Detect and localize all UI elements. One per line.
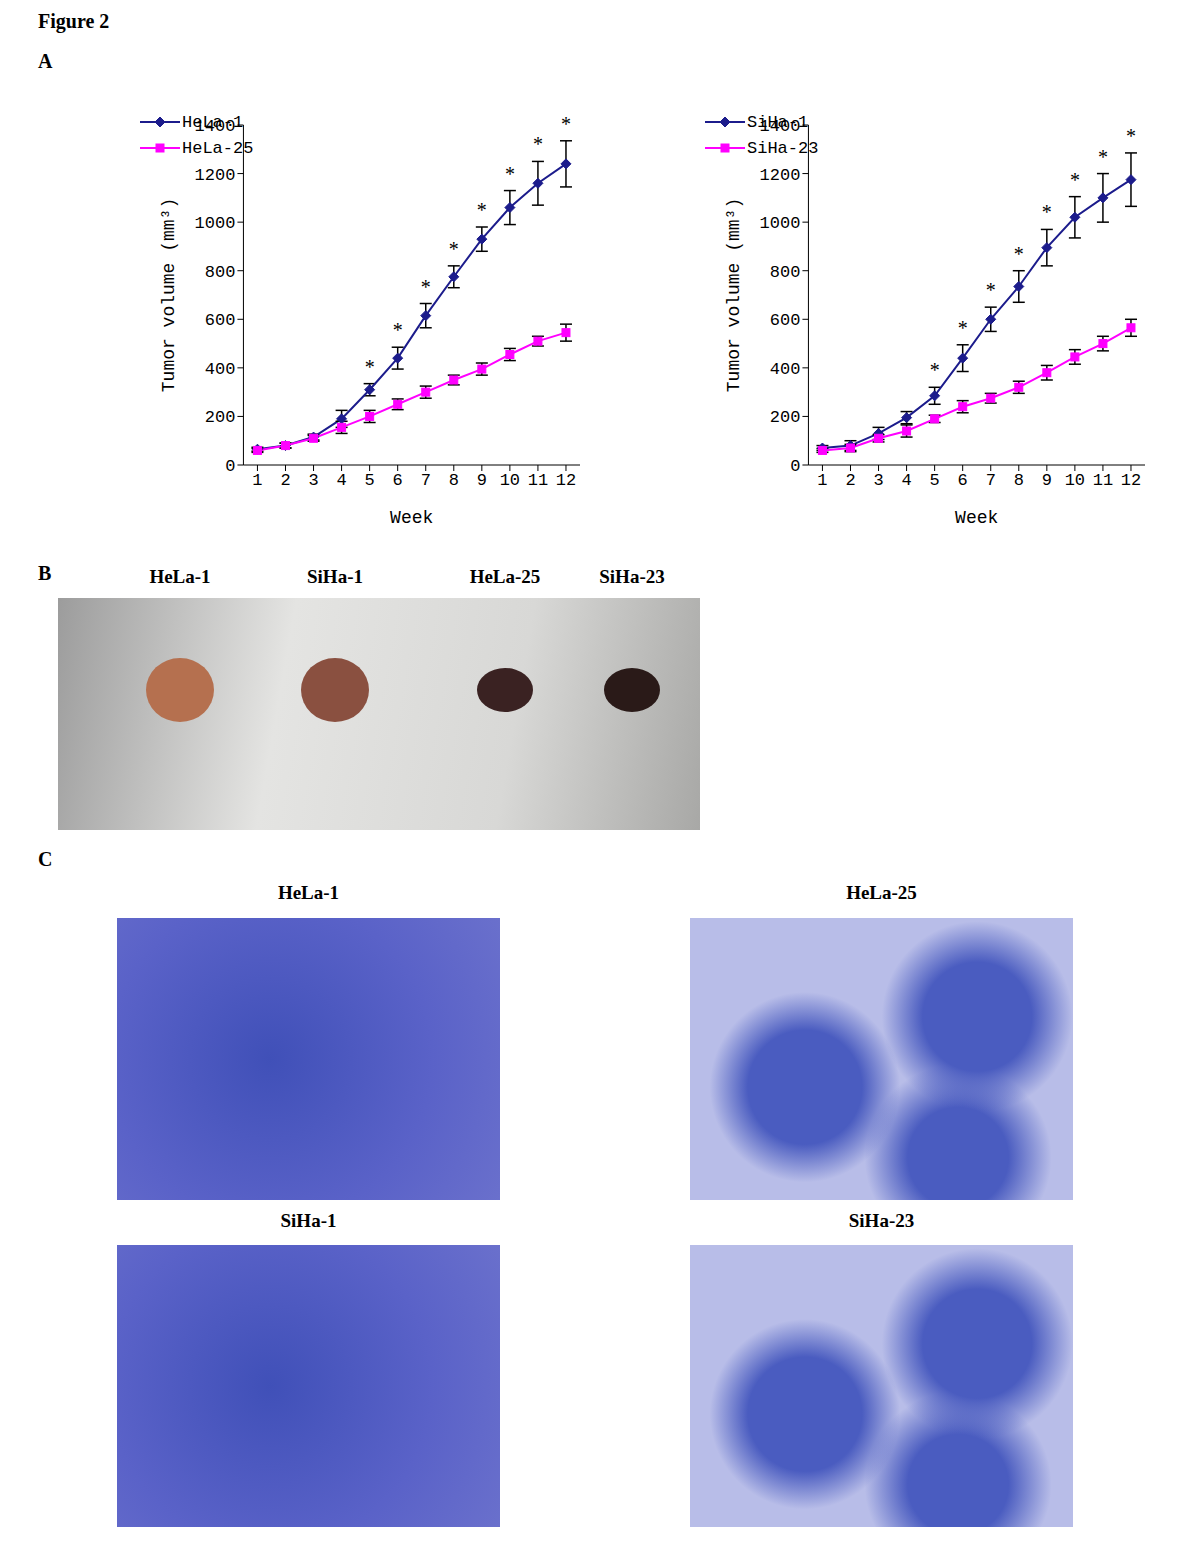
svg-text:*: * bbox=[1098, 146, 1108, 168]
svg-text:1400: 1400 bbox=[195, 117, 236, 136]
svg-text:*: * bbox=[1070, 169, 1080, 191]
svg-text:1: 1 bbox=[252, 471, 262, 490]
svg-text:*: * bbox=[449, 238, 459, 260]
svg-text:11: 11 bbox=[1093, 471, 1113, 490]
svg-text:Week: Week bbox=[390, 508, 433, 528]
svg-text:*: * bbox=[393, 319, 403, 341]
svg-text:1200: 1200 bbox=[760, 166, 801, 185]
svg-text:*: * bbox=[561, 113, 571, 135]
svg-text:2: 2 bbox=[280, 471, 290, 490]
svg-text:5: 5 bbox=[930, 471, 940, 490]
svg-text:400: 400 bbox=[770, 360, 801, 379]
svg-text:1000: 1000 bbox=[195, 214, 236, 233]
svg-text:1000: 1000 bbox=[760, 214, 801, 233]
svg-text:*: * bbox=[365, 356, 375, 378]
svg-text:8: 8 bbox=[1014, 471, 1024, 490]
svg-text:*: * bbox=[533, 133, 543, 155]
svg-text:*: * bbox=[986, 279, 996, 301]
svg-text:1: 1 bbox=[817, 471, 827, 490]
svg-text:*: * bbox=[477, 199, 487, 221]
svg-text:*: * bbox=[930, 359, 940, 381]
svg-text:12: 12 bbox=[556, 471, 576, 490]
svg-text:4: 4 bbox=[901, 471, 911, 490]
svg-text:*: * bbox=[1014, 243, 1024, 265]
svg-text:*: * bbox=[505, 163, 515, 185]
svg-text:Tumor volume (mm³): Tumor volume (mm³) bbox=[724, 198, 744, 392]
svg-text:3: 3 bbox=[873, 471, 883, 490]
svg-text:*: * bbox=[1126, 125, 1136, 147]
svg-text:*: * bbox=[958, 317, 968, 339]
svg-text:3: 3 bbox=[308, 471, 318, 490]
svg-text:1400: 1400 bbox=[760, 117, 801, 136]
svg-text:7: 7 bbox=[986, 471, 996, 490]
svg-text:9: 9 bbox=[1042, 471, 1052, 490]
svg-text:6: 6 bbox=[958, 471, 968, 490]
svg-text:7: 7 bbox=[421, 471, 431, 490]
svg-text:6: 6 bbox=[393, 471, 403, 490]
svg-text:1200: 1200 bbox=[195, 166, 236, 185]
svg-text:Week: Week bbox=[955, 508, 998, 528]
svg-text:9: 9 bbox=[477, 471, 487, 490]
svg-text:Tumor volume (mm³): Tumor volume (mm³) bbox=[159, 198, 179, 392]
svg-text:5: 5 bbox=[365, 471, 375, 490]
svg-text:0: 0 bbox=[225, 457, 235, 476]
svg-text:200: 200 bbox=[205, 408, 236, 427]
svg-text:2: 2 bbox=[845, 471, 855, 490]
svg-text:12: 12 bbox=[1121, 471, 1141, 490]
svg-text:4: 4 bbox=[336, 471, 346, 490]
svg-text:8: 8 bbox=[449, 471, 459, 490]
svg-text:800: 800 bbox=[770, 263, 801, 282]
svg-text:600: 600 bbox=[770, 311, 801, 330]
svg-text:*: * bbox=[1042, 201, 1052, 223]
svg-text:400: 400 bbox=[205, 360, 236, 379]
svg-text:10: 10 bbox=[1065, 471, 1085, 490]
svg-text:11: 11 bbox=[528, 471, 548, 490]
svg-text:0: 0 bbox=[790, 457, 800, 476]
svg-text:800: 800 bbox=[205, 263, 236, 282]
svg-text:600: 600 bbox=[205, 311, 236, 330]
svg-text:200: 200 bbox=[770, 408, 801, 427]
svg-text:*: * bbox=[421, 276, 431, 298]
svg-text:10: 10 bbox=[500, 471, 520, 490]
